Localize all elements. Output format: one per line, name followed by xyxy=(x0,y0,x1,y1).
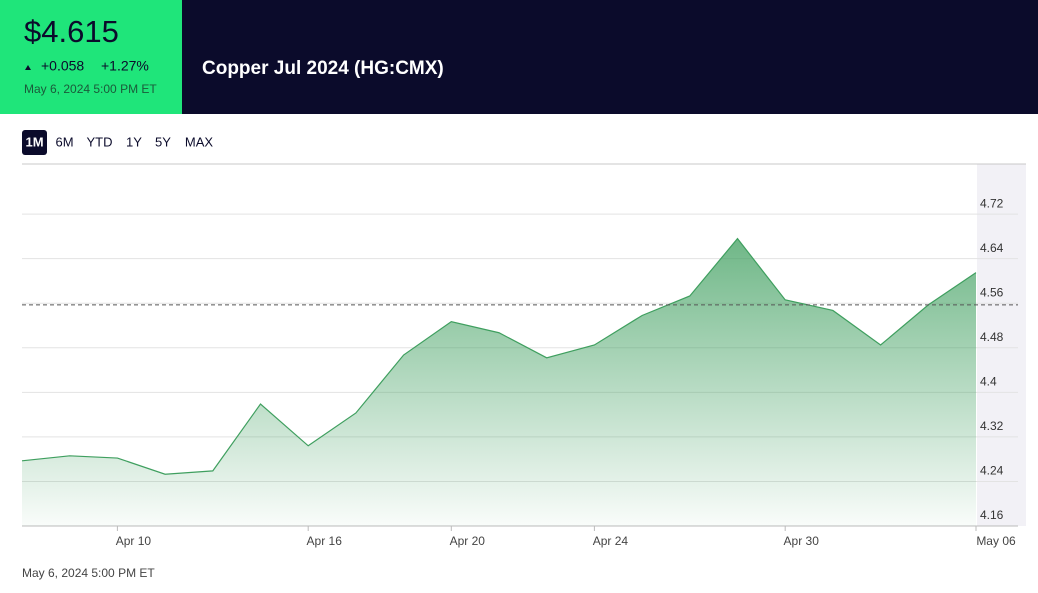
x-tick-label: Apr 10 xyxy=(116,534,152,548)
y-tick-label: 4.4 xyxy=(980,375,997,389)
price-box xyxy=(0,0,182,114)
range-label: YTD xyxy=(87,134,113,149)
y-tick-label: 4.32 xyxy=(980,419,1004,433)
title: Copper Jul 2024 (HG:CMX) xyxy=(202,58,444,79)
change-percent: +1.27% xyxy=(101,58,149,74)
y-tick-label: 4.56 xyxy=(980,285,1004,299)
range-button-bg xyxy=(22,130,47,155)
y-tick-label: 4.64 xyxy=(980,241,1004,255)
x-tick-label: Apr 24 xyxy=(593,534,629,548)
line xyxy=(21,237,977,475)
x-tick-label: Apr 20 xyxy=(450,534,486,548)
axis-panel xyxy=(977,164,1026,526)
range-label: 5Y xyxy=(155,134,171,149)
range-button[interactable]: 6M xyxy=(55,134,73,149)
x-tick-label: Apr 16 xyxy=(307,534,343,548)
y-tick-label: 4.72 xyxy=(980,196,1004,210)
y-tick-label: 4.16 xyxy=(980,508,1004,522)
range-selector: 1M 6M YTD 1Y 5Y MAX xyxy=(22,130,213,155)
y-tick-label: 4.48 xyxy=(980,330,1004,344)
range-label: MAX xyxy=(185,134,214,149)
range-button[interactable]: 1Y xyxy=(126,134,142,149)
up-arrow xyxy=(25,65,31,70)
range-button[interactable]: 5Y xyxy=(155,134,171,149)
range-label: 6M xyxy=(55,134,73,149)
plot: 4.16 4.24 4.32 4.4 4.48 4.56 4.64 4.72 Apr 10 Apr… xyxy=(21,196,1018,548)
price: $4.615 xyxy=(24,14,119,49)
x-tick-label: Apr 30 xyxy=(784,534,820,548)
y-tick-label: 4.24 xyxy=(980,464,1004,478)
range-button[interactable]: YTD xyxy=(87,134,113,149)
range-button[interactable]: 1M xyxy=(22,130,47,155)
range-label: 1M xyxy=(25,134,43,149)
timestamp: May 6, 2024 5:00 PM ET xyxy=(24,82,157,96)
range-button[interactable]: MAX xyxy=(185,134,214,149)
range-label: 1Y xyxy=(126,134,142,149)
x-tick-label: May 06 xyxy=(976,534,1016,548)
change: +0.058 xyxy=(41,58,84,74)
area xyxy=(22,238,976,526)
footer-timestamp: May 6, 2024 5:00 PM ET xyxy=(22,566,155,580)
